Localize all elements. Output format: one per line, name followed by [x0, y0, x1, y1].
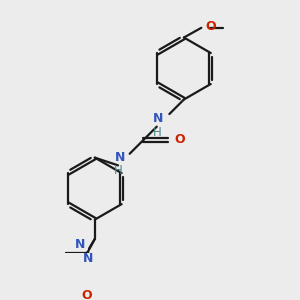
- Text: H: H: [153, 126, 162, 139]
- Text: N: N: [114, 151, 125, 164]
- Text: O: O: [174, 133, 185, 146]
- Text: O: O: [82, 290, 92, 300]
- Text: N: N: [153, 112, 164, 125]
- Text: N: N: [75, 238, 85, 250]
- Text: H: H: [114, 164, 123, 177]
- Text: O: O: [205, 20, 216, 33]
- Text: N: N: [83, 252, 93, 265]
